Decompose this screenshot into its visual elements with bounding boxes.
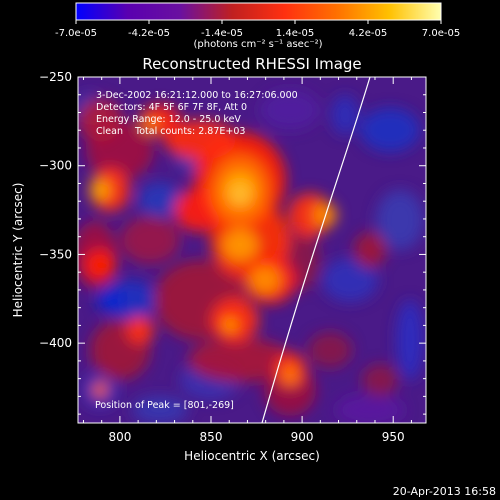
colorbar-tick-label: 1.4e-05 (276, 28, 314, 39)
heatmap-image (78, 77, 426, 423)
y-tick-label: −300 (39, 159, 72, 173)
y-axis-label: Heliocentric Y (arcsec) (11, 183, 25, 318)
info-energy-range: Energy Range: 12.0 - 25.0 keV (96, 114, 241, 125)
x-tick-label: 950 (382, 430, 405, 444)
y-tick-label: −400 (39, 336, 72, 350)
x-axis-label: Heliocentric X (arcsec) (184, 449, 320, 463)
colorbar-ticks: -7.0e-05 -4.2e-05 -1.4e-05 1.4e-05 4.2e-05 7.… (55, 20, 460, 39)
y-tick-label: −250 (39, 70, 72, 84)
colorbar-tick-label: -7.0e-05 (55, 28, 97, 39)
colorbar-tick-label: -4.2e-05 (128, 28, 170, 39)
y-tick-label: −350 (39, 247, 72, 261)
plot-frame (77, 76, 427, 424)
axis-ticks: 800 850 900 950 −250 −300 −350 −400 (39, 70, 426, 444)
x-tick-label: 800 (108, 430, 131, 444)
x-tick-label: 900 (291, 430, 314, 444)
plot-title: Reconstructed RHESSI Image (142, 55, 361, 73)
colorbar-unit-label: (photons cm⁻² s⁻¹ asec⁻²) (193, 39, 322, 50)
info-time-range: 3-Dec-2002 16:21:12.000 to 16:27:06.000 (96, 90, 298, 101)
colorbar-tick-label: -1.4e-05 (201, 28, 243, 39)
solar-limb (261, 77, 371, 423)
info-detectors: Detectors: 4F 5F 6F 7F 8F, Att 0 (96, 102, 247, 113)
colorbar (75, 2, 442, 21)
x-tick-label: 850 (200, 430, 223, 444)
render-timestamp: 20-Apr-2013 16:58 (392, 485, 496, 498)
peak-position-label: Position of Peak = [801,-269] (95, 400, 234, 411)
info-clean-counts: Clean Total counts: 2.87E+03 (96, 126, 245, 137)
colorbar-tick-label: 4.2e-05 (349, 28, 387, 39)
colorbar-tick-label: 7.0e-05 (422, 28, 460, 39)
